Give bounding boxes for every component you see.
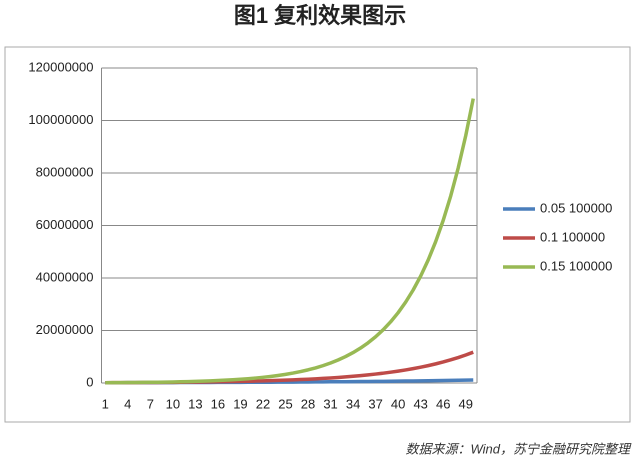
x-tick-label: 16 — [211, 396, 225, 411]
x-tick-label: 40 — [391, 396, 405, 411]
x-tick-label: 7 — [147, 396, 154, 411]
y-tick-label: 80000000 — [36, 164, 94, 179]
series-line — [105, 98, 475, 385]
legend-label: 0.15 100000 — [540, 258, 612, 273]
chart-title: 图1 复利效果图示 — [234, 3, 406, 28]
chart-frame — [4, 46, 631, 423]
y-tick-label: 100000000 — [28, 112, 93, 127]
legend-label: 0.1 100000 — [540, 229, 605, 244]
x-tick-label: 43 — [413, 396, 427, 411]
x-tick-label: 25 — [278, 396, 292, 411]
x-tick-label: 4 — [124, 396, 131, 411]
y-tick-label: 0 — [86, 374, 93, 389]
y-tick-label: 60000000 — [36, 217, 94, 232]
x-tick-label: 19 — [233, 396, 247, 411]
x-tick-label: 37 — [368, 396, 382, 411]
x-tick-label: 1 — [102, 396, 109, 411]
legend-label: 0.05 100000 — [540, 200, 612, 215]
y-tick-label: 40000000 — [36, 269, 94, 284]
x-tick-label: 34 — [346, 396, 360, 411]
x-tick-label: 49 — [459, 396, 473, 411]
x-tick-label: 22 — [256, 396, 270, 411]
x-tick-label: 31 — [323, 396, 337, 411]
x-tick-label: 10 — [166, 396, 180, 411]
x-tick-label: 28 — [301, 396, 315, 411]
x-tick-label: 46 — [436, 396, 450, 411]
x-tick-label: 13 — [188, 396, 202, 411]
y-tick-label: 20000000 — [36, 322, 94, 337]
y-tick-label: 120000000 — [28, 59, 93, 74]
source-note: 数据来源：Wind，苏宁金融研究院整理 — [405, 441, 632, 456]
